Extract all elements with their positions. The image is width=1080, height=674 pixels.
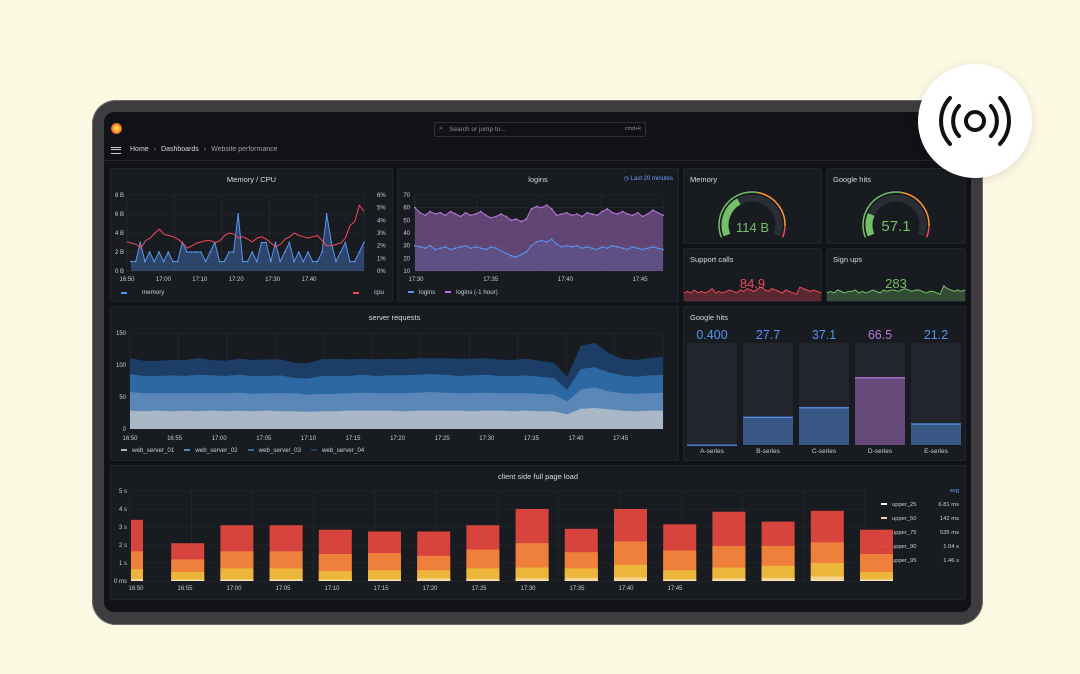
panel-title: Support calls (690, 255, 734, 264)
panel-page-load[interactable]: client side full page load avg upper_25 6… (110, 465, 966, 600)
legend-memory[interactable]: memory (121, 289, 164, 296)
breadcrumb-home[interactable]: Home (130, 146, 149, 153)
legend-upper-90[interactable]: upper_90 1.04 s (881, 544, 959, 550)
shortcut-hint: cmd+k (624, 126, 641, 132)
legend-logins[interactable]: logins logins (-1 hour) (408, 289, 498, 296)
panel-memory-gauge[interactable]: Memory 114 B (683, 168, 822, 244)
panel-sign-ups[interactable]: Sign ups 283 (826, 248, 966, 302)
stat-value: 84.9 (739, 276, 766, 291)
gauge-value: 114 B (735, 220, 769, 235)
legend-upper-75[interactable]: upper_75 535 ms (881, 530, 959, 536)
panel-title: Sign ups (833, 255, 863, 264)
stat-value: 283 (885, 276, 907, 291)
menu-icon[interactable] (111, 147, 121, 154)
legend-upper-50[interactable]: upper_50 142 ms (881, 516, 959, 522)
legend-cpu[interactable]: cpu (353, 289, 384, 296)
panel-title: client side full page load (497, 472, 579, 481)
search-icon: ⌕ (439, 125, 443, 132)
time-range-picker[interactable]: ◷ Last 20 minutes (623, 176, 673, 182)
panel-server-requests[interactable]: server requests web_server_01 web_server… (110, 306, 679, 461)
panel-logins[interactable]: logins ◷ Last 20 minutes logins logins (-… (397, 168, 679, 302)
panel-title: Google hits (833, 175, 871, 184)
panel-title: Memory / CPU (226, 175, 277, 184)
breadcrumb: Home › Dashboards › Website performance (130, 146, 278, 153)
legend-upper-95[interactable]: upper_95 1.46 s (881, 558, 959, 564)
panel-support-calls[interactable]: Support calls 84.9 (683, 248, 822, 302)
header-divider (104, 160, 971, 161)
panel-title: Google hits (690, 313, 728, 322)
panel-google-hits-gauge[interactable]: Google hits 57.1 (826, 168, 966, 244)
legend-avg-header[interactable]: avg (949, 488, 959, 494)
grafana-logo (111, 123, 122, 134)
broadcast-icon (939, 96, 1011, 146)
breadcrumb-current: Website performance (211, 146, 278, 153)
breadcrumb-dashboards[interactable]: Dashboards (161, 146, 199, 153)
live-broadcast-badge (918, 64, 1032, 178)
legend-server-requests[interactable]: web_server_01 web_server_02 web_server_0… (121, 447, 364, 454)
panel-title: logins (528, 175, 548, 184)
search-input[interactable]: ⌕ Search or jump to... cmd+k (434, 122, 646, 137)
gauge-value: 57.1 (881, 218, 911, 235)
panel-memory-cpu[interactable]: Memory / CPU memory cpu (110, 168, 393, 302)
legend-upper-25[interactable]: upper_25 6.81 ms (881, 502, 959, 508)
panel-title: Memory (690, 175, 718, 184)
page-load-legend: avg upper_25 6.81 ms upper_50 142 ms upper… (881, 488, 959, 572)
panel-google-hits-bars[interactable]: Google hits (683, 306, 966, 461)
dashboard-screen: ⌕ Search or jump to... cmd+k Home › Dashb… (104, 112, 971, 612)
search-placeholder: Search or jump to... (449, 126, 506, 133)
panel-title: server requests (368, 313, 421, 322)
